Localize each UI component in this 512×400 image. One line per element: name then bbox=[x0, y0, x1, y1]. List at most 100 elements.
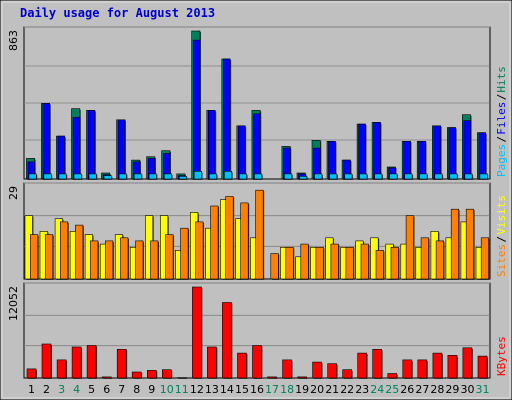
bar-pages-day-28-fill bbox=[434, 173, 443, 180]
bar-sites-day-25-fill bbox=[390, 247, 399, 280]
legend-separator: / bbox=[495, 94, 508, 101]
x-tick-label-day-16: 16 bbox=[250, 383, 264, 396]
bar-kbytes-day-10-fill bbox=[162, 369, 172, 379]
bar-files-day-30-fill bbox=[463, 120, 471, 180]
bar-pages-day-4-fill bbox=[73, 173, 82, 180]
bar-pages-day-8-fill bbox=[133, 173, 142, 180]
x-tick-label-day-7: 7 bbox=[118, 383, 125, 396]
x-tick-label-day-15: 15 bbox=[235, 383, 249, 396]
bar-kbytes-day-19-fill bbox=[297, 376, 307, 379]
bar-pages-day-10-fill bbox=[163, 173, 172, 180]
x-tick-label-day-21: 21 bbox=[325, 383, 339, 396]
bar-sites-day-27-fill bbox=[420, 237, 429, 280]
chart-panels: 863Pages/Files/Hits29Sites/Visits12052KB… bbox=[7, 26, 508, 379]
bar-sites-day-3-fill bbox=[59, 221, 69, 280]
panel-visits-sites-bars bbox=[24, 189, 490, 280]
x-tick-label-day-18: 18 bbox=[280, 383, 294, 396]
bar-kbytes-day-21-fill bbox=[327, 363, 338, 379]
bar-pages-day-9-fill bbox=[148, 173, 157, 180]
legend-separator: / bbox=[495, 236, 508, 243]
panel-kbytes-ymax-label: 12052 bbox=[7, 286, 20, 321]
bar-sites-day-23-fill bbox=[360, 243, 369, 280]
x-tick-label-day-19: 19 bbox=[295, 383, 309, 396]
bar-kbytes-day-20-fill bbox=[312, 361, 322, 379]
bar-files-day-27-fill bbox=[418, 141, 426, 180]
bar-sites-day-15-fill bbox=[240, 202, 249, 280]
bar-pages-day-31-fill bbox=[479, 173, 488, 180]
bar-sites-day-26-fill bbox=[405, 215, 414, 280]
bar-sites-day-24-fill bbox=[375, 250, 384, 280]
bar-sites-day-11-fill bbox=[180, 227, 189, 280]
x-tick-label-day-8: 8 bbox=[133, 383, 140, 396]
bar-pages-day-2-fill bbox=[43, 173, 52, 180]
bar-files-day-14-fill bbox=[223, 58, 231, 180]
x-tick-label-day-9: 9 bbox=[148, 383, 155, 396]
panel-kbytes-legend: KBytes bbox=[495, 336, 508, 376]
bar-sites-day-18-fill bbox=[285, 247, 294, 280]
bar-kbytes-day-16-fill bbox=[252, 345, 262, 379]
bar-pages-day-5-fill bbox=[88, 173, 97, 180]
bar-files-day-24-fill bbox=[373, 122, 381, 180]
bar-pages-day-23-fill bbox=[359, 173, 368, 180]
x-tick-label-day-23: 23 bbox=[355, 383, 369, 396]
bar-files-day-7-fill bbox=[117, 119, 126, 180]
x-tick-label-day-14: 14 bbox=[220, 383, 234, 396]
bar-files-day-23-fill bbox=[358, 123, 366, 180]
bar-pages-day-15-fill bbox=[239, 173, 248, 180]
bar-pages-day-19-fill bbox=[299, 176, 308, 180]
bar-kbytes-day-28-fill bbox=[432, 352, 443, 379]
x-tick-label-day-10: 10 bbox=[160, 383, 174, 396]
panel-kbytes: 12052 KBytes bbox=[7, 282, 508, 379]
bar-sites-day-17-fill bbox=[270, 253, 279, 280]
bar-pages-day-27-fill bbox=[419, 173, 428, 180]
bar-sites-day-13-fill bbox=[210, 205, 219, 280]
bar-sites-day-6-fill bbox=[105, 240, 114, 280]
bar-pages-day-1-fill bbox=[28, 173, 37, 180]
bar-files-day-5-fill bbox=[87, 110, 96, 180]
x-tick-label-day-12: 12 bbox=[190, 383, 204, 396]
x-tick-label-day-26: 26 bbox=[400, 383, 414, 396]
bar-pages-day-7-fill bbox=[118, 173, 127, 180]
bar-pages-day-25-fill bbox=[389, 173, 398, 180]
bar-kbytes-day-12-fill bbox=[192, 286, 202, 379]
x-tick-label-day-29: 29 bbox=[445, 383, 459, 396]
bar-kbytes-day-31-fill bbox=[477, 355, 488, 379]
x-axis: 1 2 3 4 5 6 7 8 9 10 11 12 13 14 15 16 17 18 19 20 21 22 23 24 2… bbox=[28, 383, 490, 396]
bar-kbytes-day-2-fill bbox=[41, 343, 52, 379]
x-tick-label-day-6: 6 bbox=[103, 383, 110, 396]
bar-sites-day-31-fill bbox=[480, 237, 490, 280]
bar-files-day-4-fill bbox=[72, 117, 81, 180]
bar-kbytes-day-6 bbox=[103, 377, 113, 379]
x-tick-label-day-13: 13 bbox=[205, 383, 219, 396]
bar-sites-day-10-fill bbox=[165, 234, 174, 280]
bar-pages-day-29-fill bbox=[449, 173, 458, 180]
bar-pages-day-14-fill bbox=[224, 171, 233, 180]
bar-kbytes-day-26-fill bbox=[402, 359, 413, 379]
bar-pages-day-11-fill bbox=[178, 176, 187, 180]
bar-files-day-15-fill bbox=[238, 125, 246, 180]
bar-pages-day-18-fill bbox=[284, 173, 293, 180]
bar-sites-day-29-fill bbox=[450, 208, 460, 280]
bar-pages-day-16-fill bbox=[254, 173, 263, 180]
x-tick-label-day-25: 25 bbox=[385, 383, 399, 396]
panel-visits-sites: 29 Sites/Visits bbox=[7, 182, 508, 280]
bar-kbytes-day-15-fill bbox=[237, 352, 247, 379]
legend-hits: Hits bbox=[495, 66, 508, 93]
x-tick-label-day-24: 24 bbox=[370, 383, 384, 396]
bar-kbytes-day-23-fill bbox=[357, 352, 368, 379]
x-tick-label-day-28: 28 bbox=[430, 383, 444, 396]
legend-files: Files bbox=[495, 102, 508, 135]
bar-sites-day-9-fill bbox=[150, 240, 159, 280]
bar-kbytes-day-7-fill bbox=[116, 348, 127, 379]
x-tick-label-day-11: 11 bbox=[175, 383, 189, 396]
bar-kbytes-day-25-fill bbox=[387, 373, 398, 379]
panel-hits-files-pages-legend: Pages/Files/Hits bbox=[495, 66, 508, 177]
bar-sites-day-4-fill bbox=[75, 224, 84, 280]
bar-sites-day-8-fill bbox=[135, 240, 144, 280]
bar-kbytes-day-17 bbox=[268, 377, 278, 379]
x-tick-label-day-5: 5 bbox=[88, 383, 95, 396]
bar-kbytes-day-27-fill bbox=[417, 359, 428, 379]
legend-pages: Pages bbox=[495, 144, 508, 177]
